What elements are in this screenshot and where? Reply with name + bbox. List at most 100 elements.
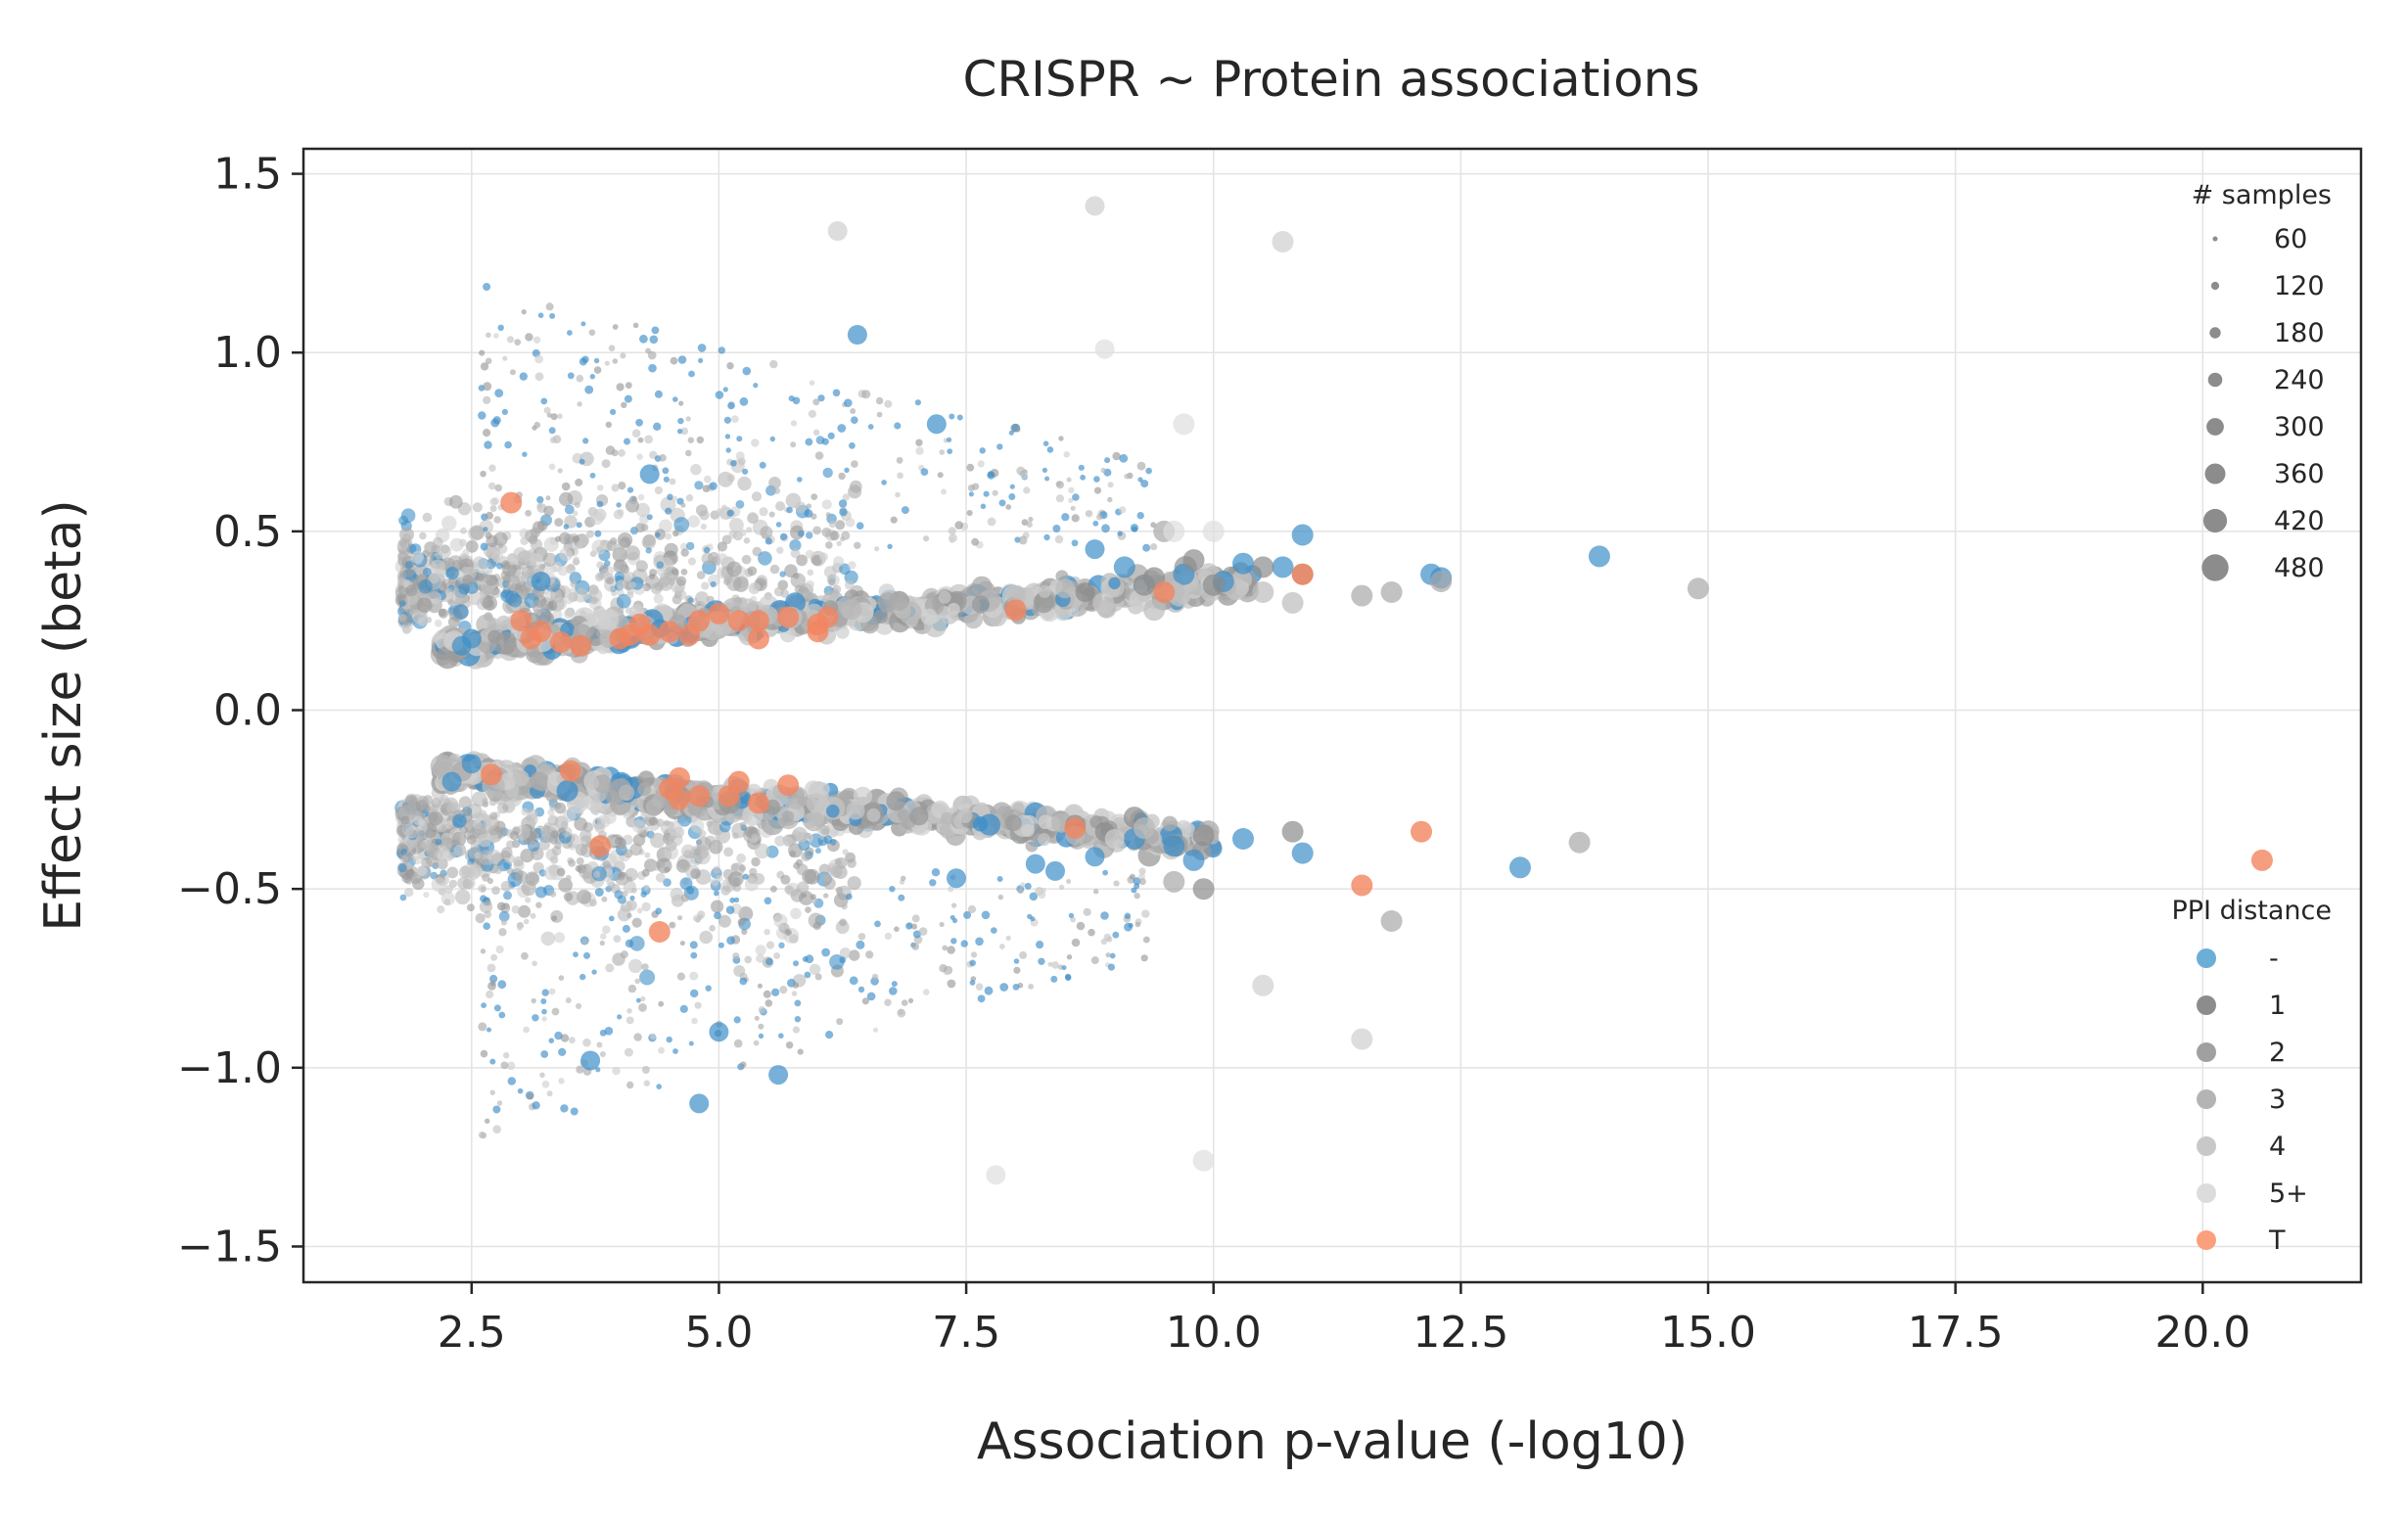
cloud-point xyxy=(574,587,588,603)
data-point-5+ xyxy=(1192,1149,1215,1172)
cloud-point xyxy=(861,997,870,1005)
cloud-point xyxy=(591,969,597,975)
cloud-point xyxy=(453,844,466,856)
cloud-point xyxy=(672,1048,678,1054)
cloud-point xyxy=(1071,514,1080,523)
cloud-point xyxy=(950,938,957,945)
cloud-point xyxy=(405,868,414,877)
cloud-point xyxy=(723,416,732,424)
cloud-point xyxy=(775,501,786,512)
cloud-point xyxy=(751,856,761,867)
color-legend-label: 1 xyxy=(2269,991,2286,1021)
cloud-point xyxy=(1015,427,1021,433)
cloud-point xyxy=(680,548,689,557)
cloud-point xyxy=(589,472,596,479)
cloud-point xyxy=(406,837,419,849)
cloud-point xyxy=(823,874,833,884)
cloud-point xyxy=(724,434,731,439)
cloud-point xyxy=(699,930,713,945)
cloud-point xyxy=(909,807,929,826)
cloud-point xyxy=(851,460,858,468)
cloud-point xyxy=(846,893,853,901)
chart-title: CRISPR ~ Protein associations xyxy=(962,51,1699,108)
cloud-point xyxy=(1061,965,1067,971)
cloud-point xyxy=(604,360,610,366)
cloud-point xyxy=(458,582,471,595)
cloud-point xyxy=(552,609,563,620)
cloud-point xyxy=(540,397,548,405)
cloud-point xyxy=(515,870,529,884)
cloud-point xyxy=(714,890,719,897)
cloud-point xyxy=(839,956,847,964)
cloud-point xyxy=(430,754,454,778)
cloud-point xyxy=(620,352,626,359)
cloud-point xyxy=(1071,539,1079,547)
cloud-point xyxy=(850,408,857,414)
cloud-point xyxy=(784,885,794,895)
cloud-point xyxy=(1085,510,1093,518)
cloud-point xyxy=(625,382,632,390)
cloud-point xyxy=(794,1016,802,1023)
cloud-point xyxy=(504,440,512,449)
color-legend-label: 4 xyxy=(2269,1131,2286,1162)
cloud-point xyxy=(399,527,414,542)
cloud-point xyxy=(992,489,998,496)
cloud-point xyxy=(849,976,858,986)
data-point-T xyxy=(688,785,711,808)
cloud-point xyxy=(641,868,650,877)
cloud-point xyxy=(486,963,496,973)
cloud-point xyxy=(1061,513,1070,522)
cloud-point xyxy=(590,511,604,526)
cloud-point xyxy=(634,978,640,985)
cloud-point xyxy=(1063,451,1070,458)
cloud-point xyxy=(848,561,857,570)
cloud-point xyxy=(484,440,492,449)
cloud-point xyxy=(739,529,747,536)
cloud-point xyxy=(1142,936,1150,944)
cloud-point xyxy=(435,839,442,846)
data-point-2 xyxy=(1430,571,1453,592)
cloud-point xyxy=(624,849,633,858)
cloud-point xyxy=(746,527,753,533)
cloud-point xyxy=(1131,887,1137,894)
cloud-point xyxy=(1038,584,1051,598)
cloud-point xyxy=(536,495,544,504)
cloud-point xyxy=(677,417,684,425)
cloud-point xyxy=(841,902,848,910)
cloud-point xyxy=(640,995,646,1002)
cloud-point xyxy=(948,527,956,535)
cloud-point xyxy=(810,493,818,500)
cloud-point xyxy=(554,1031,563,1040)
cloud-point xyxy=(699,510,710,521)
cloud-point xyxy=(718,914,731,928)
cloud-point xyxy=(718,942,724,948)
cloud-point xyxy=(655,907,663,915)
cloud-point xyxy=(425,617,433,623)
cloud-point xyxy=(641,1066,650,1074)
cloud-point xyxy=(685,449,692,457)
cloud-point xyxy=(433,536,443,548)
data-point-1 xyxy=(1281,820,1304,843)
cloud-point xyxy=(1066,954,1073,960)
cloud-point xyxy=(532,960,537,967)
cloud-point xyxy=(444,820,453,830)
cloud-point xyxy=(991,927,997,934)
cloud-point xyxy=(617,1014,623,1020)
cloud-point xyxy=(753,1039,760,1046)
cloud-point xyxy=(563,892,574,901)
cloud-point xyxy=(1076,921,1086,931)
cloud-point xyxy=(520,849,534,863)
cloud-point xyxy=(1047,961,1053,967)
cloud-point xyxy=(599,940,605,947)
cloud-point xyxy=(445,568,456,578)
data-point-none xyxy=(531,572,551,591)
cloud-point xyxy=(494,866,502,875)
cloud-point xyxy=(467,866,481,880)
cloud-point xyxy=(508,593,523,608)
cloud-point xyxy=(876,411,883,418)
cloud-point xyxy=(546,1090,553,1097)
cloud-point xyxy=(618,482,626,490)
data-point-1 xyxy=(1252,556,1274,578)
cloud-point xyxy=(688,370,695,378)
cloud-point xyxy=(846,801,865,820)
